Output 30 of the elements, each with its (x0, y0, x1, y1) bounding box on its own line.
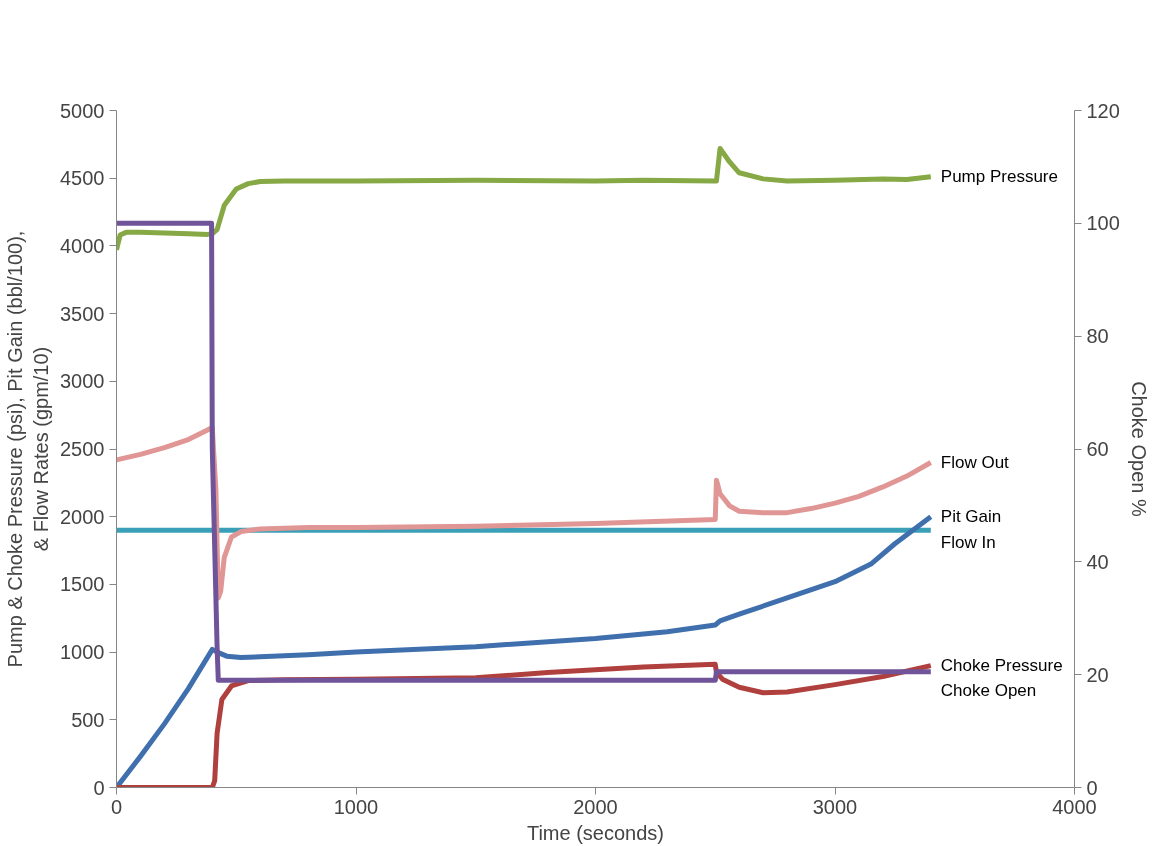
y-tick-label: 4500 (60, 167, 105, 190)
y2-tick-label: 20 (1086, 663, 1109, 686)
y2-tick-label: 60 (1086, 438, 1109, 460)
y-tick-label: 500 (71, 708, 105, 731)
x-tick-label: 1000 (333, 795, 379, 818)
y-tick-label: 1500 (60, 573, 105, 596)
y2-tick-label: 100 (1086, 212, 1120, 235)
x-tick-label: 0 (110, 795, 123, 818)
y2-tick-label: 120 (1086, 99, 1120, 122)
y-tick-label: 2500 (60, 438, 105, 460)
series-label: Pit Gain (940, 507, 1002, 527)
y-tick-label: 4000 (60, 234, 105, 257)
y-tick-label: 3000 (60, 370, 105, 393)
series-label: Flow Out (940, 453, 1010, 473)
x-axis-title: Time (seconds) (526, 821, 665, 844)
x-tick-label: 2000 (573, 795, 618, 818)
series-label: Pump Pressure (940, 167, 1058, 187)
y-tick-label: 5000 (60, 99, 105, 122)
y-tick-label: 2000 (60, 505, 105, 528)
y2-tick-label: 80 (1086, 325, 1109, 348)
series-label: Choke Pressure (940, 656, 1063, 676)
y-tick-label: 3500 (60, 302, 105, 325)
y2-axis-title: Choke Open % (1127, 381, 1150, 518)
x-tick-label: 3000 (812, 795, 858, 818)
series-label: Choke Open (940, 680, 1037, 700)
y-axis-title: Pump & Choke Pressure (psi), Pit Gain (bbl/100), & Flow Rates (gpm/10) (3, 230, 53, 668)
y-tick-label: 1000 (60, 641, 105, 664)
y-tick-label: 0 (93, 776, 105, 799)
y2-tick-label: 40 (1086, 550, 1109, 573)
series-label: Flow In (940, 533, 996, 553)
